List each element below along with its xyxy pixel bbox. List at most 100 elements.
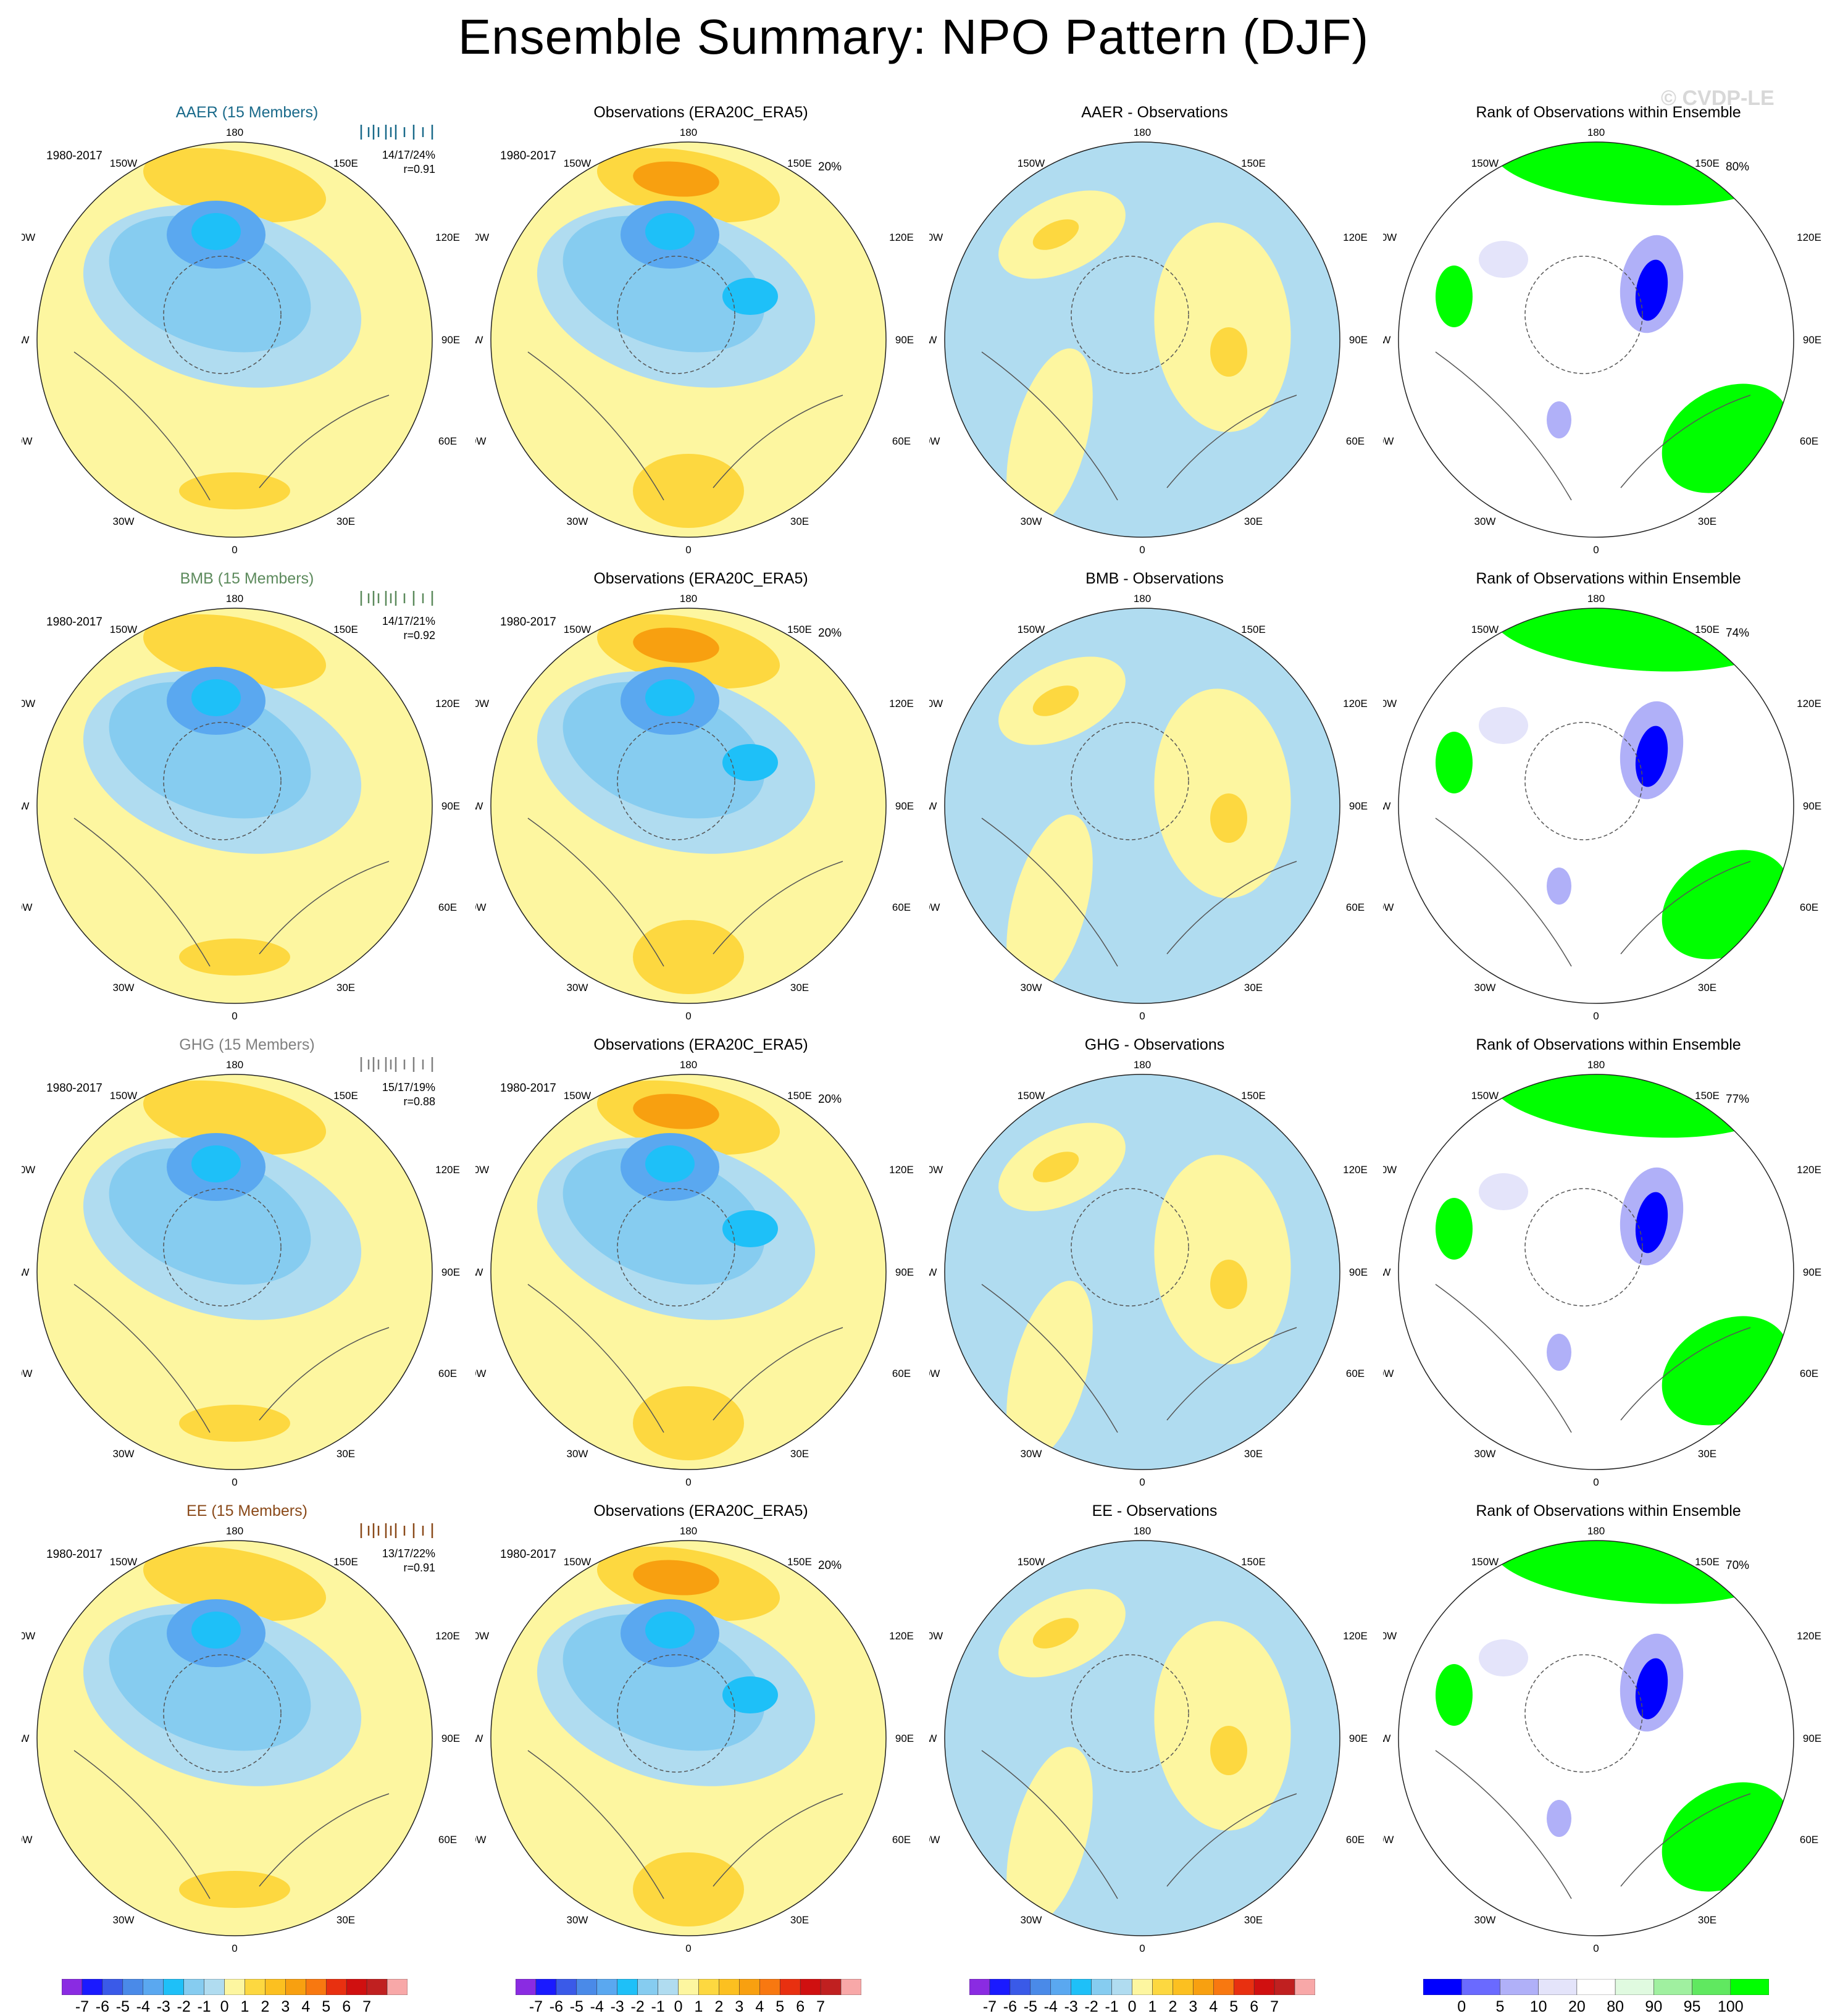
longitude-label: 150E [1695, 1556, 1720, 1568]
colorbar-tick-label: -6 [549, 1998, 563, 2015]
longitude-label: 150W [564, 1556, 591, 1568]
positive-difference-east [1154, 1621, 1291, 1831]
positive-difference-southwest [1006, 1281, 1093, 1461]
period-label: 1980-2017 [46, 1082, 102, 1095]
longitude-label: 150E [1241, 624, 1266, 635]
panel-obs-row4: 180 0 150W 150E 120W 120E 90W 90E 60W 60E 30W 30E Ob… [475, 1491, 926, 1960]
colorbar-tick-label: -2 [177, 1998, 191, 2015]
negative-anomaly-core [645, 679, 695, 716]
rank-high-north [1491, 1541, 1775, 1604]
longitude-label: 90E [1803, 334, 1821, 346]
colorbar-tick-label: 0 [674, 1998, 683, 2015]
period-label: 1980-2017 [500, 1548, 556, 1561]
positive-anomaly-north-core [633, 627, 719, 663]
panel-rank-row1: 180 0 150W 150E 120W 120E 90W 90E 60W 60E 30W 30E Ra… [1383, 93, 1827, 562]
rank-lowest-east [1635, 1192, 1668, 1253]
longitude-label: 90E [1349, 800, 1368, 812]
longitude-label: 150E [333, 1090, 358, 1102]
panel-title: AAER - Observations [1081, 104, 1228, 121]
longitude-label: 90W [929, 334, 937, 346]
longitude-label: 90E [1349, 1733, 1368, 1744]
colorbar-tick-label: 95 [1683, 1998, 1701, 2015]
longitude-label: 180 [1587, 1059, 1605, 1071]
colorbar-swatch [989, 1979, 1011, 1995]
colorbar-swatch [1692, 1979, 1731, 1995]
colorbar-swatch [387, 1979, 408, 1995]
longitude-label: 60W [475, 1834, 486, 1846]
member-spread-ticks [360, 591, 433, 606]
negative-anomaly-core [191, 1145, 241, 1182]
longitude-label: 120E [1343, 232, 1368, 243]
panel-title: EE - Observations [1092, 1502, 1218, 1520]
longitude-label: 90W [475, 1266, 483, 1278]
colorbar-swatch [719, 1979, 740, 1995]
longitude-label: 180 [1587, 593, 1605, 604]
positive-anomaly-south [179, 1405, 290, 1442]
colorbar-swatch [265, 1979, 286, 1995]
panel-obs-row3: 180 0 150W 150E 120W 120E 90W 90E 60W 60E 30W 30E Ob… [475, 1025, 926, 1494]
longitude-label: 60E [892, 1834, 911, 1846]
positive-anomaly-south [179, 939, 290, 976]
longitude-label: 60W [22, 901, 32, 913]
positive-anomaly-north [143, 148, 327, 223]
coastline [259, 1793, 390, 1887]
negative-anomaly-mid [109, 1148, 311, 1285]
colorbar-swatch [1274, 1979, 1295, 1995]
rank-low-south [1547, 401, 1571, 438]
longitude-label: 60W [1383, 1834, 1394, 1846]
longitude-label: 90E [895, 334, 914, 346]
rank-low-south [1547, 1800, 1571, 1837]
longitude-label: 120E [889, 698, 914, 709]
panel-title: AAER (15 Members) [175, 104, 319, 121]
negative-anomaly-secondary [722, 1676, 778, 1713]
longitude-label: 120W [929, 698, 943, 709]
longitude-label: 90E [441, 334, 460, 346]
diff-map: 180 0 150W 150E 120W 120E 90W 90E 60W 60E 30W 30E [929, 127, 1368, 556]
panel-title: GHG - Observations [1084, 1036, 1225, 1053]
colorbar-swatch [346, 1979, 367, 1995]
longitude-label: 60E [438, 1834, 457, 1846]
longitude-label: 60E [438, 1368, 457, 1379]
longitude-label: 150W [1471, 157, 1499, 169]
colorbar-swatch [1091, 1979, 1112, 1995]
longitude-label: 120W [1383, 698, 1397, 709]
positive-anomaly-south [179, 1871, 290, 1908]
map-boundary [944, 1540, 1340, 1936]
longitude-label: 120E [435, 232, 460, 243]
diff-map: 180 0 150W 150E 120W 120E 90W 90E 60W 60E 30W 30E [929, 593, 1368, 1022]
longitude-label: 150E [333, 1556, 358, 1568]
colorbar-swatch [596, 1979, 617, 1995]
rank-stats: 13/17/22% [382, 1547, 435, 1560]
colorbar-swatch [678, 1979, 699, 1995]
panel-title: Observations (ERA20C_ERA5) [593, 1502, 808, 1520]
rank-high-north [1491, 1074, 1775, 1138]
coastline [1071, 1188, 1189, 1307]
colorbar-swatch [617, 1979, 638, 1995]
longitude-label: 120E [1797, 1164, 1821, 1176]
longitude-label: 90W [475, 800, 483, 812]
period-label: 1980-2017 [500, 1082, 556, 1095]
colorbar-swatch [102, 1979, 123, 1995]
coastline [73, 351, 211, 501]
colorbar-ensemble-swatches [62, 1979, 408, 1995]
longitude-label: 60E [438, 901, 457, 913]
panel-obs-row2: 180 0 150W 150E 120W 120E 90W 90E 60W 60E 30W 30E Ob… [475, 559, 926, 1028]
coastline [259, 1327, 390, 1421]
coastline [1524, 1654, 1643, 1773]
obs-map: 180 0 150W 150E 120W 120E 90W 90E 60W 60E 30W 30E [475, 1525, 914, 1954]
panel-ens-row4: 180 0 150W 150E 120W 120E 90W 90E 60W 60E 30W 30E EE… [22, 1491, 472, 1960]
member-spread-ticks [360, 125, 433, 140]
longitude-label: 30W [567, 516, 588, 527]
diff-map: 180 0 150W 150E 120W 120E 90W 90E 60W 60E 30W 30E [929, 1525, 1368, 1954]
colorbar-swatch [1615, 1979, 1654, 1995]
coastline [73, 818, 211, 967]
map-boundary [944, 1074, 1340, 1470]
coastline [713, 1327, 843, 1421]
panel-diff-row2: 180 0 150W 150E 120W 120E 90W 90E 60W 60E 30W 30E BM… [929, 559, 1380, 1028]
longitude-label: 150W [564, 157, 591, 169]
longitude-label: 90W [1383, 1733, 1390, 1744]
colorbar-tick-label: 80 [1607, 1998, 1624, 2015]
positive-anomaly-south [633, 1386, 744, 1460]
panel-ens-row3: 180 0 150W 150E 120W 120E 90W 90E 60W 60E 30W 30E GH… [22, 1025, 472, 1494]
longitude-label: 120E [1797, 698, 1821, 709]
